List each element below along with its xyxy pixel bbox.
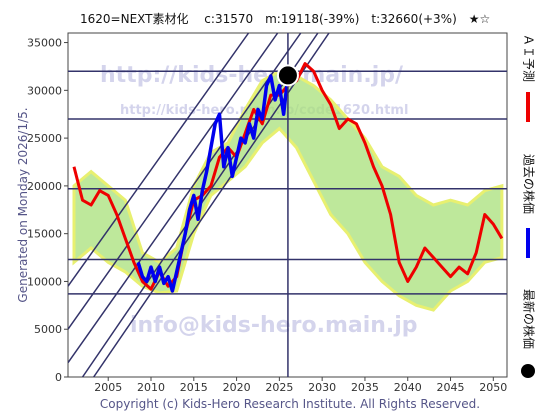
x-tick-label: 2030 [308,381,336,394]
chart-title: 1620=NEXT素材化 c:31570 m:19118(-39%) t:326… [80,12,490,26]
y-tick-label: 10000 [27,275,62,288]
legend-label: ＡＩ予測 [522,34,536,82]
plot: http://kids-hero.main.jp/http://kids-her… [68,33,507,377]
trend-line [68,33,302,364]
x-tick-label: 2010 [137,381,165,394]
legend-label: 過去の株価 [522,154,537,214]
x-tick-label: 2040 [394,381,422,394]
watermark: http://kids-hero.main.jp/ [100,63,404,88]
y-tick-label: 15000 [27,228,62,241]
legend-label: 最新の株価 [522,289,537,349]
watermark: info@kids-hero.main.jp [130,313,418,338]
legend-marker [521,364,535,378]
y-tick-label: 5000 [34,323,62,336]
x-tick-label: 2045 [437,381,465,394]
x-tick-label: 2020 [223,381,251,394]
latest-point [276,64,299,87]
generated-note: Generated on Monday 2026/1/5. [16,107,30,302]
footer: Copyright (c) Kids-Hero Research Institu… [100,397,480,411]
trend-line [68,33,250,287]
x-tick-label: 2050 [479,381,507,394]
x-tick-label: 2005 [94,381,122,394]
x-tick-label: 2015 [180,381,208,394]
y-tick-label: 0 [55,371,62,384]
y-tick-label: 35000 [27,37,62,50]
trend-line [68,33,279,330]
series-line [136,74,290,293]
x-tick-label: 2025 [265,381,293,394]
y-tick-label: 30000 [27,84,62,97]
x-tick-label: 2035 [351,381,379,394]
y-tick-label: 25000 [27,132,62,145]
trend-line [93,33,330,377]
y-tick-label: 20000 [27,180,62,193]
